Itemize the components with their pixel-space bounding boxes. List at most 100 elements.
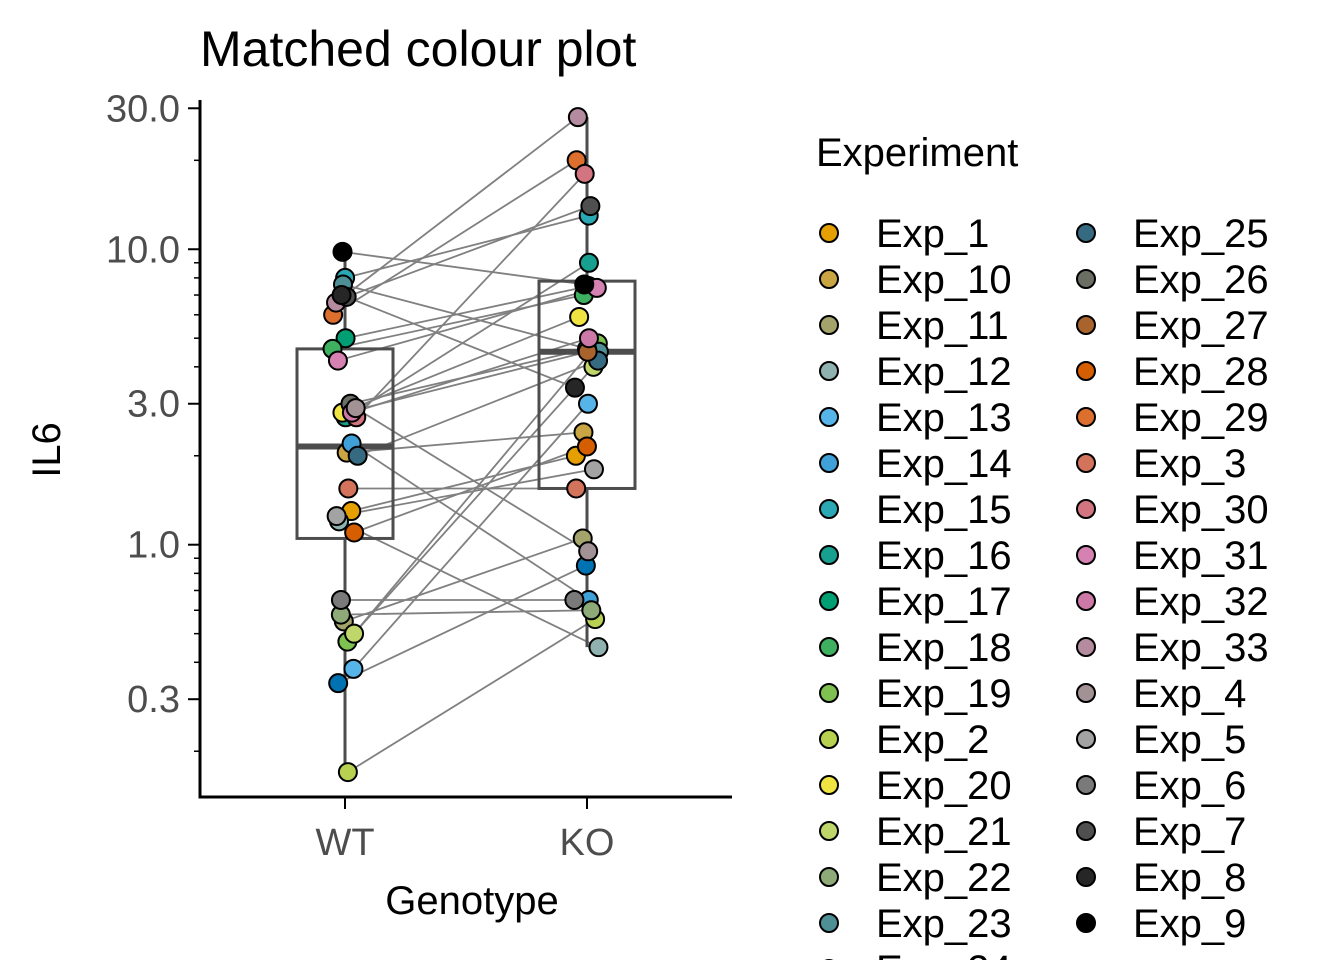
legend-label-Exp_20: Exp_20 <box>876 764 1012 808</box>
pair-line-Exp_25 <box>357 359 599 457</box>
point-Exp_7-KO <box>580 196 601 217</box>
point-Exp_3-KO <box>566 478 587 499</box>
axes: 0.3 1.0 3.0 10.0 30.0 WT KO <box>106 88 732 864</box>
pair-line-Exp_15 <box>344 214 589 279</box>
legend-label-Exp_15: Exp_15 <box>876 488 1012 532</box>
legend-label-Exp_16: Exp_16 <box>876 534 1012 578</box>
legend-label-Exp_21: Exp_21 <box>876 810 1012 854</box>
point-Exp_4-WT <box>345 398 366 419</box>
y-tick-label: 10.0 <box>106 229 180 271</box>
point-Exp_22-KO <box>581 600 602 621</box>
legend-label-Exp_13: Exp_13 <box>876 396 1012 440</box>
pair-line-Exp_23 <box>342 283 600 353</box>
legend-key-Exp_19 <box>819 683 839 703</box>
legend-key-Exp_7 <box>1076 821 1096 841</box>
legend-key-Exp_25 <box>1076 223 1096 243</box>
point-Exp_6-WT <box>330 589 351 610</box>
pair-line-Exp_8 <box>341 294 576 389</box>
legend-label-Exp_29: Exp_29 <box>1133 396 1269 440</box>
legend-label-Exp_12: Exp_12 <box>876 350 1012 394</box>
point-Exp_3-WT <box>338 478 359 499</box>
point-Exp_8-KO <box>564 377 585 398</box>
pair-line-Exp_24 <box>337 564 587 684</box>
legend-label-Exp_31: Exp_31 <box>1133 534 1269 578</box>
legend-label-Exp_22: Exp_22 <box>876 856 1012 900</box>
y-tick-label: 0.3 <box>127 679 180 721</box>
point-Exp_9-WT <box>332 241 353 262</box>
x-tick-label-KO: KO <box>560 822 615 864</box>
point-Exp_16-KO <box>578 252 599 273</box>
legend-key-Exp_15 <box>819 499 839 519</box>
point-Exp_17-WT <box>335 328 356 349</box>
pair-line-Exp_11 <box>343 537 584 623</box>
legend-key-Exp_30 <box>1076 499 1096 519</box>
legend-label-Exp_10: Exp_10 <box>876 258 1012 302</box>
legend-label-Exp_9: Exp_9 <box>1133 902 1246 946</box>
point-Exp_30-KO <box>574 163 595 184</box>
legend-title: Experiment <box>816 131 1018 175</box>
y-tick-label: 1.0 <box>127 525 180 567</box>
x-axis-title: Genotype <box>385 879 558 923</box>
legend-label-Exp_28: Exp_28 <box>1133 350 1269 394</box>
legend-key-Exp_11 <box>819 315 839 335</box>
pair-line-Exp_29 <box>332 159 578 316</box>
pair-line-Exp_9 <box>342 250 585 286</box>
y-axis-title: IL6 <box>25 422 69 478</box>
point-Exp_4-KO <box>578 541 599 562</box>
point-Exp_5-KO <box>583 459 604 480</box>
legend-key-Exp_3 <box>1076 453 1096 473</box>
legend-label-Exp_2: Exp_2 <box>876 718 989 762</box>
pair-line-Exp_17 <box>345 285 589 340</box>
legend-label-Exp_17: Exp_17 <box>876 580 1012 624</box>
legend-label-Exp_6: Exp_6 <box>1133 764 1246 808</box>
legend-key-Exp_8 <box>1076 867 1096 887</box>
legend-label-Exp_23: Exp_23 <box>876 902 1012 946</box>
legend-key-Exp_1 <box>819 223 839 243</box>
pair-line-Exp_33 <box>335 116 579 304</box>
legend-label-Exp_26: Exp_26 <box>1133 258 1269 302</box>
legend-label-Exp_5: Exp_5 <box>1133 718 1246 762</box>
point-Exp_31-WT <box>327 350 348 371</box>
legend-key-Exp_27 <box>1076 315 1096 335</box>
legend-label-Exp_7: Exp_7 <box>1133 810 1246 854</box>
legend-label-Exp_30: Exp_30 <box>1133 488 1269 532</box>
pair-line-Exp_5 <box>336 468 595 517</box>
pair-line-Exp_7 <box>346 205 591 298</box>
legend-key-Exp_22 <box>819 867 839 887</box>
x-tick-label-WT: WT <box>315 822 374 864</box>
point-Exp_25-WT <box>347 445 368 466</box>
legend-label-Exp_3: Exp_3 <box>1133 442 1246 486</box>
point-Exp_8-WT <box>331 285 352 306</box>
pair-line-Exp_14 <box>351 442 590 601</box>
pair-line-Exp_21 <box>353 366 595 635</box>
legend-key-Exp_33 <box>1076 637 1096 657</box>
point-Exp_20-KO <box>569 306 590 327</box>
legend-key-Exp_17 <box>819 591 839 611</box>
point-Exp_2-WT <box>337 762 358 783</box>
legend-key-Exp_21 <box>819 821 839 841</box>
pair-line-Exp_12 <box>338 520 599 648</box>
legend-key-Exp_20 <box>819 775 839 795</box>
pair-line-Exp_22 <box>340 609 592 616</box>
legend-key-Exp_14 <box>819 453 839 473</box>
pair-line-Exp_19 <box>346 342 599 643</box>
pair-line-Exp_2 <box>347 618 596 773</box>
point-Exp_5-WT <box>326 506 347 527</box>
point-Exp_6-KO <box>564 589 585 610</box>
legend-key-Exp_4 <box>1076 683 1096 703</box>
legend-key-Exp_23 <box>819 913 839 933</box>
legend-key-Exp_16 <box>819 545 839 565</box>
legend-key-Exp_32 <box>1076 591 1096 611</box>
legend-key-Exp_31 <box>1076 545 1096 565</box>
point-Exp_21-WT <box>344 623 365 644</box>
point-Exp_13-KO <box>577 393 598 414</box>
legend-key-Exp_2 <box>819 729 839 749</box>
legend-key-Exp_10 <box>819 269 839 289</box>
legend-label-Exp_11: Exp_11 <box>876 304 1009 348</box>
point-Exp_33-KO <box>567 107 588 128</box>
legend-label-Exp_8: Exp_8 <box>1133 856 1246 900</box>
point-Exp_28-WT <box>344 522 365 543</box>
legend-key-Exp_13 <box>819 407 839 427</box>
legend-key-Exp_5 <box>1076 729 1096 749</box>
